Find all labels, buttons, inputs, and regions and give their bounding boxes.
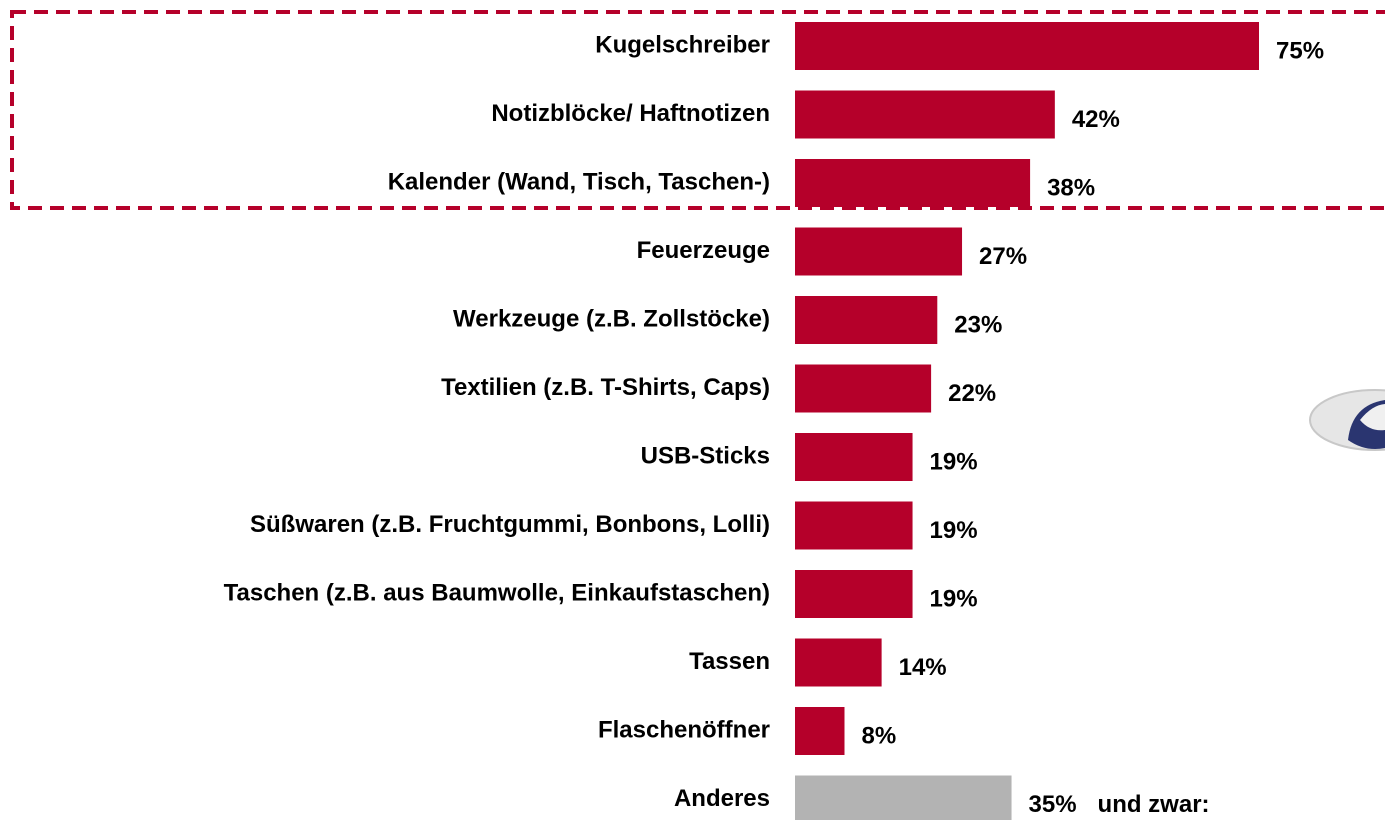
value-label: 14% (899, 654, 947, 681)
bar (795, 296, 938, 344)
category-label: Notizblöcke/ Haftnotizen (491, 100, 770, 127)
value-label: 35% (1029, 791, 1077, 818)
value-label: 23% (954, 311, 1002, 338)
value-label: 22% (948, 380, 996, 407)
category-label: Kugelschreiber (595, 31, 770, 58)
category-label: Tassen (689, 648, 770, 675)
bar (795, 227, 963, 276)
bar (795, 707, 845, 755)
bar (795, 159, 1031, 207)
bar (795, 364, 932, 413)
category-label: Anderes (674, 785, 770, 812)
bar (795, 775, 1012, 820)
bar (795, 501, 913, 550)
bar (795, 570, 913, 618)
bar (795, 638, 882, 687)
value-label: 75% (1276, 37, 1324, 64)
category-label: Taschen (z.B. aus Baumwolle, Einkaufstas… (224, 579, 770, 606)
value-label: 19% (930, 517, 978, 544)
category-label: Süßwaren (z.B. Fruchtgummi, Bonbons, Lol… (250, 511, 770, 538)
category-label: Werkzeuge (z.B. Zollstöcke) (453, 305, 770, 332)
value-label: 8% (861, 722, 896, 749)
category-label: USB-Sticks (641, 442, 770, 469)
category-label: Feuerzeuge (637, 237, 770, 264)
value-label: 27% (979, 243, 1027, 270)
cap-icon (1309, 389, 1385, 451)
category-label: Kalender (Wand, Tisch, Taschen-) (388, 168, 770, 195)
highlight-box (10, 10, 1385, 210)
category-label: Flaschenöffner (598, 716, 770, 743)
bar (795, 433, 913, 481)
category-label: Textilien (z.B. T-Shirts, Caps) (441, 374, 770, 401)
value-label: 42% (1072, 106, 1120, 133)
value-label: 38% (1047, 174, 1095, 201)
bar (795, 90, 1055, 139)
value-label: 19% (930, 448, 978, 475)
value-label: 19% (930, 585, 978, 612)
annotation: und zwar: (1098, 791, 1210, 818)
bar (795, 22, 1259, 70)
